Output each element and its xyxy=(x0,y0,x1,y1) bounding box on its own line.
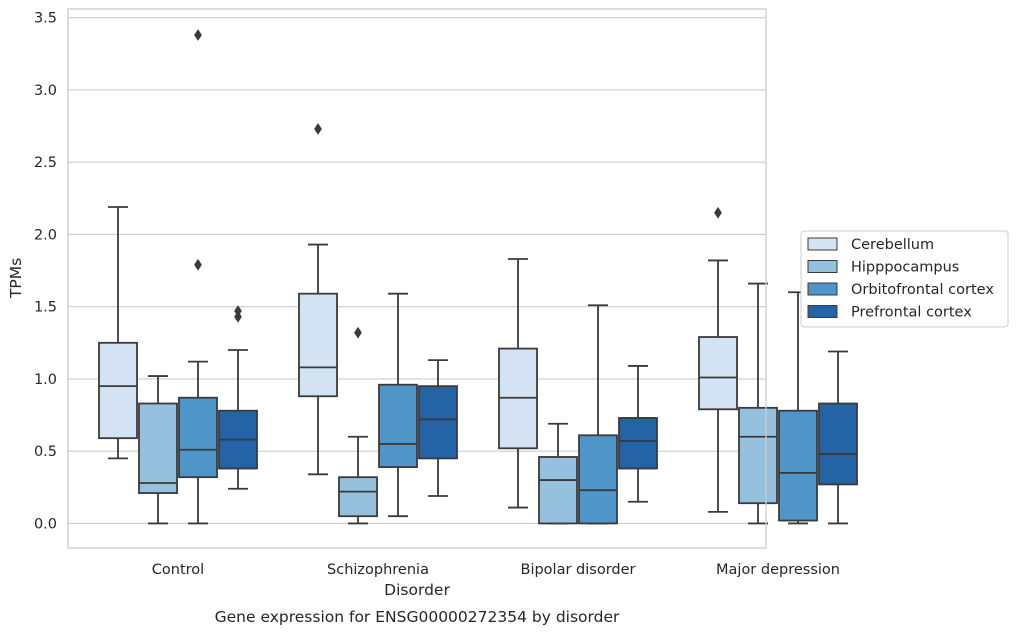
box-body xyxy=(338,476,378,518)
y-axis-label: TPMs xyxy=(7,258,25,299)
box-body xyxy=(98,341,138,440)
box-cerebellum xyxy=(98,206,138,460)
outlier-point xyxy=(714,206,722,219)
y-tick-labels: 0.0 0.5 1.0 1.5 2.0 2.5 3.0 3.5 xyxy=(34,11,57,533)
legend-swatch xyxy=(807,260,838,273)
y-tick-label: 2.0 xyxy=(34,227,57,243)
legend: Cerebellum Hipppocampus Orbitofrontal cort… xyxy=(800,230,1009,328)
chart-title: Gene expression for ENSG00000272354 by d… xyxy=(215,608,620,626)
outlier-point xyxy=(314,122,322,135)
box-prefrontal-cortex xyxy=(218,305,258,490)
legend-label: Cerebellum xyxy=(851,237,934,253)
boxes-layer xyxy=(98,29,858,525)
legend-swatch xyxy=(807,237,838,251)
box-orbitofrontal-cortex xyxy=(578,304,618,525)
box-prefrontal-cortex xyxy=(618,365,658,503)
legend-frame xyxy=(800,230,1009,328)
box-body xyxy=(738,406,778,505)
box-orbitofrontal-cortex xyxy=(378,292,418,518)
legend-swatch xyxy=(807,282,838,296)
outlier-point xyxy=(354,326,362,339)
y-tick-label: 1.0 xyxy=(34,372,57,388)
box-orbitofrontal-cortex xyxy=(178,29,218,525)
x-tick-label: Major depression xyxy=(716,562,840,578)
box-body xyxy=(298,292,338,398)
legend-label: Hipppocampus xyxy=(851,260,959,276)
box-body xyxy=(538,456,578,525)
box-body xyxy=(618,417,658,470)
legend-swatch xyxy=(807,305,838,318)
x-axis-label: Disorder xyxy=(384,581,450,599)
box-prefrontal-cortex xyxy=(418,359,458,497)
box-orbitofrontal-cortex xyxy=(778,291,818,525)
x-tick-label: Bipolar disorder xyxy=(521,562,636,578)
x-tick-label: Schizophrenia xyxy=(327,562,429,578)
outlier-point xyxy=(194,258,202,271)
y-tick-label: 3.5 xyxy=(34,11,57,27)
y-tick-label: 2.5 xyxy=(34,155,57,171)
box-cerebellum xyxy=(498,258,538,509)
box-cerebellum xyxy=(298,122,338,476)
box-body xyxy=(138,402,178,494)
box-cerebellum xyxy=(698,206,738,513)
box-body xyxy=(818,402,858,486)
box-hipppocampus xyxy=(738,282,778,525)
box-body xyxy=(578,434,618,525)
box-prefrontal-cortex xyxy=(818,350,858,525)
box-hipppocampus xyxy=(538,422,578,525)
box-body xyxy=(378,383,418,468)
box-body xyxy=(778,409,818,522)
legend-label: Prefrontal cortex xyxy=(851,305,972,321)
y-tick-label: 0.0 xyxy=(34,516,57,532)
box-hipppocampus xyxy=(338,326,378,525)
box-body xyxy=(178,396,218,479)
box-body xyxy=(698,336,738,411)
y-tick-label: 1.5 xyxy=(34,300,57,316)
x-tick-label: Control xyxy=(152,562,204,578)
box-body xyxy=(418,385,458,460)
outlier-point xyxy=(234,305,242,317)
y-tick-label: 0.5 xyxy=(34,444,57,460)
box-hipppocampus xyxy=(138,375,178,525)
y-tick-label: 3.0 xyxy=(34,83,57,99)
legend-label: Orbitofrontal cortex xyxy=(851,282,994,298)
x-tick-labels: Control Schizophrenia Bipolar disorder Majo… xyxy=(152,562,840,578)
outlier-point xyxy=(194,29,202,41)
plot-frame xyxy=(67,8,767,549)
